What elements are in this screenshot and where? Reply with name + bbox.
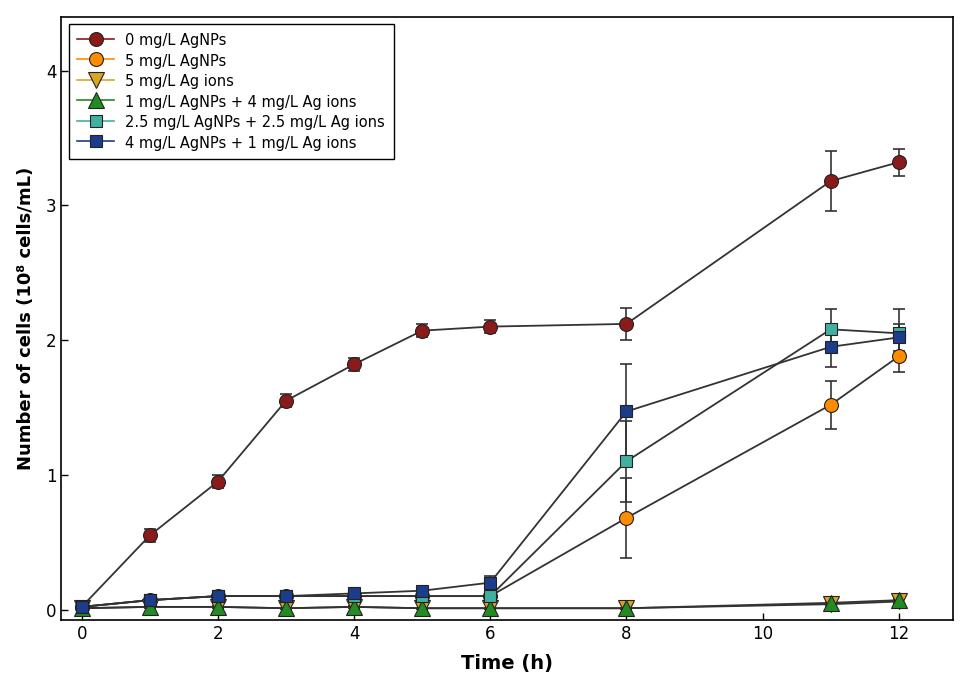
5 mg/L AgNPs <box>484 592 495 600</box>
1 mg/L AgNPs + 4 mg/L Ag ions <box>484 604 495 612</box>
5 mg/L AgNPs <box>212 592 224 600</box>
2.5 mg/L AgNPs + 2.5 mg/L Ag ions <box>824 325 835 333</box>
5 mg/L AgNPs <box>892 352 904 360</box>
Line: 5 mg/L Ag ions: 5 mg/L Ag ions <box>74 594 906 616</box>
4 mg/L AgNPs + 1 mg/L Ag ions <box>212 592 224 600</box>
5 mg/L Ag ions <box>824 600 835 609</box>
Line: 5 mg/L AgNPs: 5 mg/L AgNPs <box>75 349 905 614</box>
2.5 mg/L AgNPs + 2.5 mg/L Ag ions <box>484 592 495 600</box>
0 mg/L AgNPs <box>824 177 835 185</box>
1 mg/L AgNPs + 4 mg/L Ag ions <box>824 599 835 607</box>
Line: 0 mg/L AgNPs: 0 mg/L AgNPs <box>75 155 905 614</box>
5 mg/L Ag ions <box>212 603 224 611</box>
0 mg/L AgNPs <box>416 326 427 335</box>
Line: 1 mg/L AgNPs + 4 mg/L Ag ions: 1 mg/L AgNPs + 4 mg/L Ag ions <box>74 593 906 616</box>
0 mg/L AgNPs <box>212 477 224 486</box>
5 mg/L Ag ions <box>416 604 427 612</box>
5 mg/L AgNPs <box>348 592 359 600</box>
1 mg/L AgNPs + 4 mg/L Ag ions <box>892 596 904 604</box>
0 mg/L AgNPs <box>280 397 292 405</box>
5 mg/L Ag ions <box>280 604 292 612</box>
5 mg/L Ag ions <box>620 604 632 612</box>
1 mg/L AgNPs + 4 mg/L Ag ions <box>280 604 292 612</box>
4 mg/L AgNPs + 1 mg/L Ag ions <box>280 592 292 600</box>
1 mg/L AgNPs + 4 mg/L Ag ions <box>348 603 359 611</box>
2.5 mg/L AgNPs + 2.5 mg/L Ag ions <box>892 329 904 337</box>
5 mg/L AgNPs <box>76 603 87 611</box>
0 mg/L AgNPs <box>143 531 155 540</box>
4 mg/L AgNPs + 1 mg/L Ag ions <box>484 578 495 586</box>
1 mg/L AgNPs + 4 mg/L Ag ions <box>620 604 632 612</box>
1 mg/L AgNPs + 4 mg/L Ag ions <box>143 603 155 611</box>
4 mg/L AgNPs + 1 mg/L Ag ions <box>620 407 632 415</box>
4 mg/L AgNPs + 1 mg/L Ag ions <box>348 589 359 598</box>
X-axis label: Time (h): Time (h) <box>461 654 552 673</box>
2.5 mg/L AgNPs + 2.5 mg/L Ag ions <box>143 596 155 604</box>
0 mg/L AgNPs <box>76 603 87 611</box>
5 mg/L Ag ions <box>143 603 155 611</box>
2.5 mg/L AgNPs + 2.5 mg/L Ag ions <box>280 592 292 600</box>
5 mg/L Ag ions <box>892 598 904 606</box>
Line: 4 mg/L AgNPs + 1 mg/L Ag ions: 4 mg/L AgNPs + 1 mg/L Ag ions <box>76 331 904 613</box>
5 mg/L AgNPs <box>620 514 632 522</box>
2.5 mg/L AgNPs + 2.5 mg/L Ag ions <box>416 592 427 600</box>
Y-axis label: Number of cells (10⁸ cells/mL): Number of cells (10⁸ cells/mL) <box>16 167 35 470</box>
2.5 mg/L AgNPs + 2.5 mg/L Ag ions <box>348 592 359 600</box>
4 mg/L AgNPs + 1 mg/L Ag ions <box>76 603 87 611</box>
0 mg/L AgNPs <box>620 319 632 328</box>
5 mg/L Ag ions <box>484 604 495 612</box>
4 mg/L AgNPs + 1 mg/L Ag ions <box>892 333 904 342</box>
5 mg/L AgNPs <box>143 596 155 604</box>
1 mg/L AgNPs + 4 mg/L Ag ions <box>416 604 427 612</box>
2.5 mg/L AgNPs + 2.5 mg/L Ag ions <box>76 603 87 611</box>
Line: 2.5 mg/L AgNPs + 2.5 mg/L Ag ions: 2.5 mg/L AgNPs + 2.5 mg/L Ag ions <box>76 323 904 613</box>
1 mg/L AgNPs + 4 mg/L Ag ions <box>212 603 224 611</box>
0 mg/L AgNPs <box>348 360 359 368</box>
4 mg/L AgNPs + 1 mg/L Ag ions <box>824 343 835 351</box>
2.5 mg/L AgNPs + 2.5 mg/L Ag ions <box>212 592 224 600</box>
5 mg/L AgNPs <box>280 592 292 600</box>
2.5 mg/L AgNPs + 2.5 mg/L Ag ions <box>620 457 632 466</box>
5 mg/L AgNPs <box>416 592 427 600</box>
5 mg/L Ag ions <box>76 604 87 612</box>
0 mg/L AgNPs <box>484 322 495 331</box>
5 mg/L AgNPs <box>824 401 835 409</box>
Legend: 0 mg/L AgNPs, 5 mg/L AgNPs, 5 mg/L Ag ions, 1 mg/L AgNPs + 4 mg/L Ag ions, 2.5 m: 0 mg/L AgNPs, 5 mg/L AgNPs, 5 mg/L Ag io… <box>69 24 393 159</box>
4 mg/L AgNPs + 1 mg/L Ag ions <box>143 596 155 604</box>
1 mg/L AgNPs + 4 mg/L Ag ions <box>76 604 87 612</box>
5 mg/L Ag ions <box>348 603 359 611</box>
0 mg/L AgNPs <box>892 158 904 166</box>
4 mg/L AgNPs + 1 mg/L Ag ions <box>416 586 427 595</box>
